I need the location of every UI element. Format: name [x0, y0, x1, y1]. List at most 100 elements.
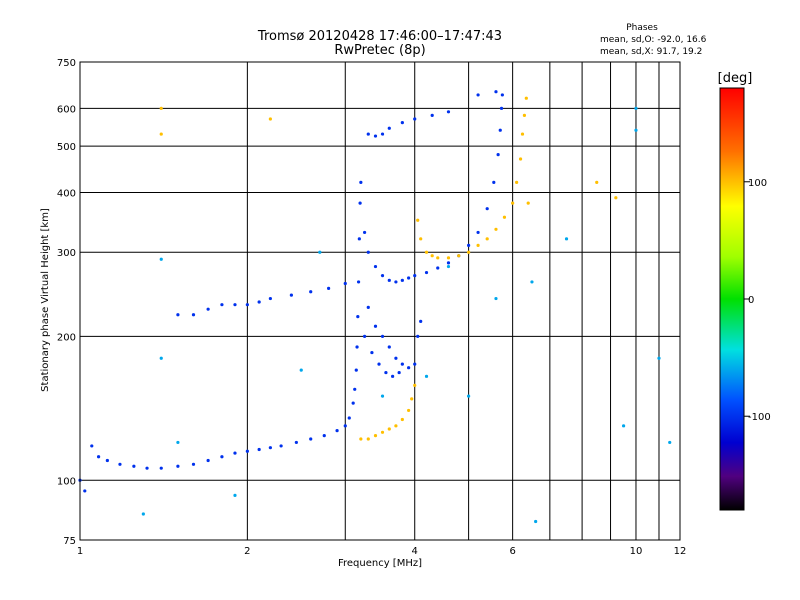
data-point-o: [96, 455, 101, 459]
data-point-o: [380, 334, 385, 338]
data-point-scattered: [424, 374, 429, 378]
data-point-o: [357, 237, 361, 241]
data-point-x: [373, 434, 378, 438]
data-point-scattered: [176, 440, 180, 445]
y-axis-ticks: 75 100 200 300 400 500 600 750: [57, 58, 76, 547]
data-point-o: [407, 276, 411, 280]
x-tick-label: 1: [77, 546, 83, 557]
data-point-o: [387, 345, 391, 349]
data-point-x: [511, 201, 515, 205]
data-point-x: [457, 254, 461, 258]
data-point-o: [245, 449, 249, 453]
data-point-scattered: [657, 356, 661, 360]
data-point-scattered: [634, 106, 638, 110]
data-point-o: [268, 296, 272, 301]
data-point-o: [191, 462, 196, 466]
data-point-o: [366, 305, 370, 309]
data-point-o: [387, 126, 391, 130]
data-point-scattered: [299, 368, 303, 372]
data-point-o: [373, 264, 378, 269]
colorbar-tick-label: -100: [748, 412, 771, 423]
data-point-x: [614, 196, 618, 200]
data-point-o: [358, 201, 362, 205]
data-point-o: [494, 90, 498, 94]
data-point-x: [268, 117, 272, 121]
data-point-o: [391, 374, 395, 378]
data-point-scattered: [159, 356, 163, 360]
data-point-o: [384, 370, 388, 375]
data-point-o: [467, 243, 471, 248]
data-point-o: [407, 366, 411, 370]
data-point-scattered: [534, 519, 538, 524]
data-points: [78, 90, 672, 524]
y-tick-label: 600: [57, 104, 76, 115]
data-point-o: [327, 286, 331, 291]
data-point-o: [347, 416, 351, 420]
data-point-o: [159, 466, 163, 470]
data-point-o: [90, 444, 94, 448]
data-point-o: [496, 153, 500, 157]
y-tick-label: 750: [57, 58, 76, 69]
data-point-o: [394, 356, 398, 360]
data-point-x: [416, 218, 420, 222]
y-tick-label: 500: [57, 142, 76, 153]
data-point-o: [416, 334, 420, 338]
data-point-x: [407, 408, 411, 413]
data-point-o: [353, 387, 357, 391]
data-point-o: [362, 230, 367, 235]
data-point-x: [413, 383, 417, 387]
data-point-o: [377, 362, 381, 366]
data-point-o: [373, 324, 378, 328]
data-point-x: [518, 157, 523, 161]
data-point-o: [356, 280, 361, 284]
data-point-o: [233, 451, 237, 455]
data-point-x: [430, 254, 434, 258]
colorbar-tick-label: 100: [748, 178, 767, 189]
data-point-o: [176, 464, 180, 468]
data-point-o: [83, 489, 87, 493]
data-point-x: [394, 424, 398, 428]
data-point-x: [380, 430, 385, 434]
data-point-o: [245, 303, 249, 307]
data-point-x: [595, 180, 599, 184]
data-point-o: [413, 362, 417, 366]
data-point-o: [145, 466, 149, 470]
data-point-scattered: [634, 128, 638, 132]
data-point-o: [105, 458, 109, 463]
data-point-scattered: [233, 493, 237, 497]
data-point-o: [446, 110, 451, 114]
data-point-o: [419, 319, 423, 323]
data-point-scattered: [564, 237, 569, 241]
data-point-o: [499, 106, 504, 110]
data-point-o: [359, 180, 363, 184]
data-point-scattered: [318, 250, 322, 254]
data-point-x: [446, 256, 451, 260]
data-point-o: [309, 290, 313, 294]
data-point-o: [400, 278, 404, 282]
data-point-o: [191, 313, 196, 317]
x-tick-label: 4: [412, 546, 418, 557]
data-point-o: [476, 93, 480, 97]
data-point-x: [515, 180, 519, 184]
data-point-x: [419, 237, 423, 241]
data-point-x: [467, 250, 471, 254]
data-point-o: [309, 437, 313, 441]
y-axis-label: Stationary phase Virtual Height [km]: [40, 208, 51, 392]
data-point-o: [362, 334, 367, 338]
data-point-o: [118, 462, 122, 466]
x-tick-label: 6: [509, 546, 515, 557]
data-point-o: [356, 315, 360, 319]
data-point-o: [257, 300, 261, 304]
data-point-o: [366, 132, 370, 136]
data-point-x: [502, 215, 507, 219]
data-point-o: [268, 446, 272, 450]
data-point-x: [524, 96, 528, 100]
data-point-scattered: [446, 264, 451, 269]
data-point-o: [380, 132, 385, 136]
data-point-scattered: [494, 296, 498, 301]
data-point-o: [351, 401, 355, 405]
data-point-x: [159, 106, 163, 110]
data-point-x: [522, 113, 527, 117]
data-point-o: [206, 458, 210, 463]
colorbar: [719, 87, 745, 511]
